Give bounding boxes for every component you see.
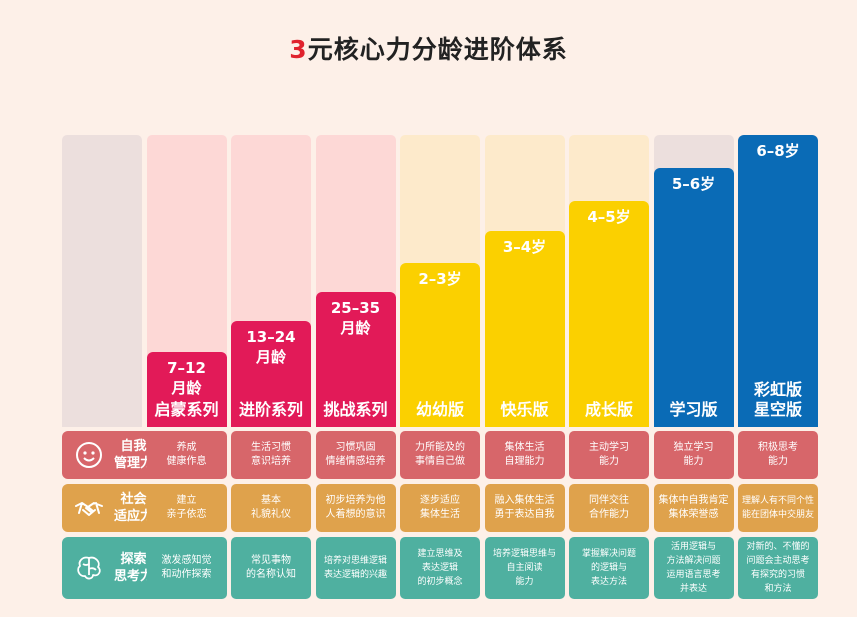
ability-cell: 对新的、不懂的 问题会主动思考 有探究的习惯 和方法 [738, 537, 818, 599]
ability-cell: 建立思维及 表达逻辑 的初步概念 [400, 537, 480, 599]
handshake-icon [74, 493, 104, 523]
stage-column [62, 135, 142, 427]
ability-cell: 习惯巩固 情绪情感培养 [315, 431, 396, 479]
row-label: 探索 思考力 [62, 537, 160, 599]
stage-bar: 5–6岁学习版 [653, 168, 734, 427]
ability-cell: 掌握解决问题 的逻辑与 表达方法 [569, 537, 649, 599]
ability-cell: 主动学习 能力 [569, 431, 649, 479]
ability-cell: 积极思考 能力 [738, 431, 818, 479]
stage-bar: 4–5岁成长版 [569, 201, 649, 427]
stage-age: 2–3岁 [418, 270, 462, 288]
stage-column: 2–3岁幼幼版 [400, 135, 480, 427]
stage-column: 4–5岁成长版 [569, 135, 649, 427]
stage-bar: 3–4岁快乐版 [484, 231, 565, 427]
stage-bar: 7–12 月龄启蒙系列 [146, 352, 227, 427]
ability-cell: 独立学习 能力 [653, 431, 734, 479]
ability-cell: 融入集体生活 勇于表达自我 [484, 484, 565, 532]
stage-series: 彩虹版 星空版 [753, 380, 802, 419]
stage-age: 7–12 月龄 [167, 359, 206, 397]
brain-icon [74, 553, 104, 583]
ability-cell: 力所能及的 事情自己做 [400, 431, 480, 479]
stage-column: 5–6岁学习版 [653, 135, 734, 427]
title-text: 元核心力分龄进阶体系 [307, 35, 568, 64]
ability-cell: 建立 亲子依恋 [146, 484, 227, 532]
ability-cell: 激发感知觉 和动作探索 [146, 537, 227, 599]
row-label-text: 社会 适应力 [114, 492, 154, 524]
stage-column: 6–8岁彩虹版 星空版 [738, 135, 818, 427]
ability-cell: 培养对思维逻辑 表达逻辑的兴趣 [315, 537, 396, 599]
stage-age: 4–5岁 [587, 208, 631, 226]
ability-cell: 培养逻辑思维与 自主阅读 能力 [484, 537, 565, 599]
ability-cell: 理解人有不同个性 能在团体中交朋友 [738, 484, 818, 532]
stage-series: 学习版 [669, 400, 718, 419]
stage-age: 25–35 月龄 [330, 299, 381, 337]
stage-bar: 2–3岁幼幼版 [400, 263, 480, 427]
stage-column: 25–35 月龄挑战系列 [315, 135, 396, 427]
stage-bar: 13–24 月龄进阶系列 [231, 321, 311, 427]
stage-series: 幼幼版 [415, 400, 464, 419]
stage-series: 挑战系列 [323, 400, 388, 419]
stage-series: 快乐版 [500, 400, 549, 419]
ability-cell: 养成 健康作息 [146, 431, 227, 479]
stage-series: 进阶系列 [238, 400, 303, 419]
row-label: 社会 适应力 [62, 484, 160, 532]
row-label-text: 自我 管理力 [114, 439, 154, 471]
stage-series: 成长版 [584, 400, 633, 419]
stage-age: 5–6岁 [671, 175, 716, 193]
ability-cell: 逐步适应 集体生活 [400, 484, 480, 532]
ability-cell: 活用逻辑与 方法解决问题 运用语言思考 并表达 [653, 537, 734, 599]
ability-cell: 集体中自我肯定 集体荣誉感 [653, 484, 734, 532]
stage-bar: 25–35 月龄挑战系列 [315, 292, 396, 427]
ability-cell: 常见事物 的名称认知 [231, 537, 311, 599]
ability-cell: 初步培养为他 人着想的意识 [315, 484, 396, 532]
ability-cell: 同伴交往 合作能力 [569, 484, 649, 532]
face-icon [74, 440, 104, 470]
stage-column: 3–4岁快乐版 [484, 135, 565, 427]
title-highlight: 3 [289, 35, 308, 64]
ability-cell: 基本 礼貌礼仪 [231, 484, 311, 532]
stage-age: 6–8岁 [756, 142, 800, 160]
row-label: 自我 管理力 [62, 431, 160, 479]
stage-column: 7–12 月龄启蒙系列 [146, 135, 227, 427]
stage-bar: 6–8岁彩虹版 星空版 [738, 135, 818, 427]
stage-age: 3–4岁 [502, 238, 547, 256]
stage-series: 启蒙系列 [154, 400, 219, 419]
row-label-text: 探索 思考力 [114, 552, 154, 584]
stage-age: 13–24 月龄 [246, 328, 296, 366]
stage-column: 13–24 月龄进阶系列 [231, 135, 311, 427]
ability-cell: 集体生活 自理能力 [484, 431, 565, 479]
ability-cell: 生活习惯 意识培养 [231, 431, 311, 479]
page-title: 3元核心力分龄进阶体系 [0, 30, 857, 66]
